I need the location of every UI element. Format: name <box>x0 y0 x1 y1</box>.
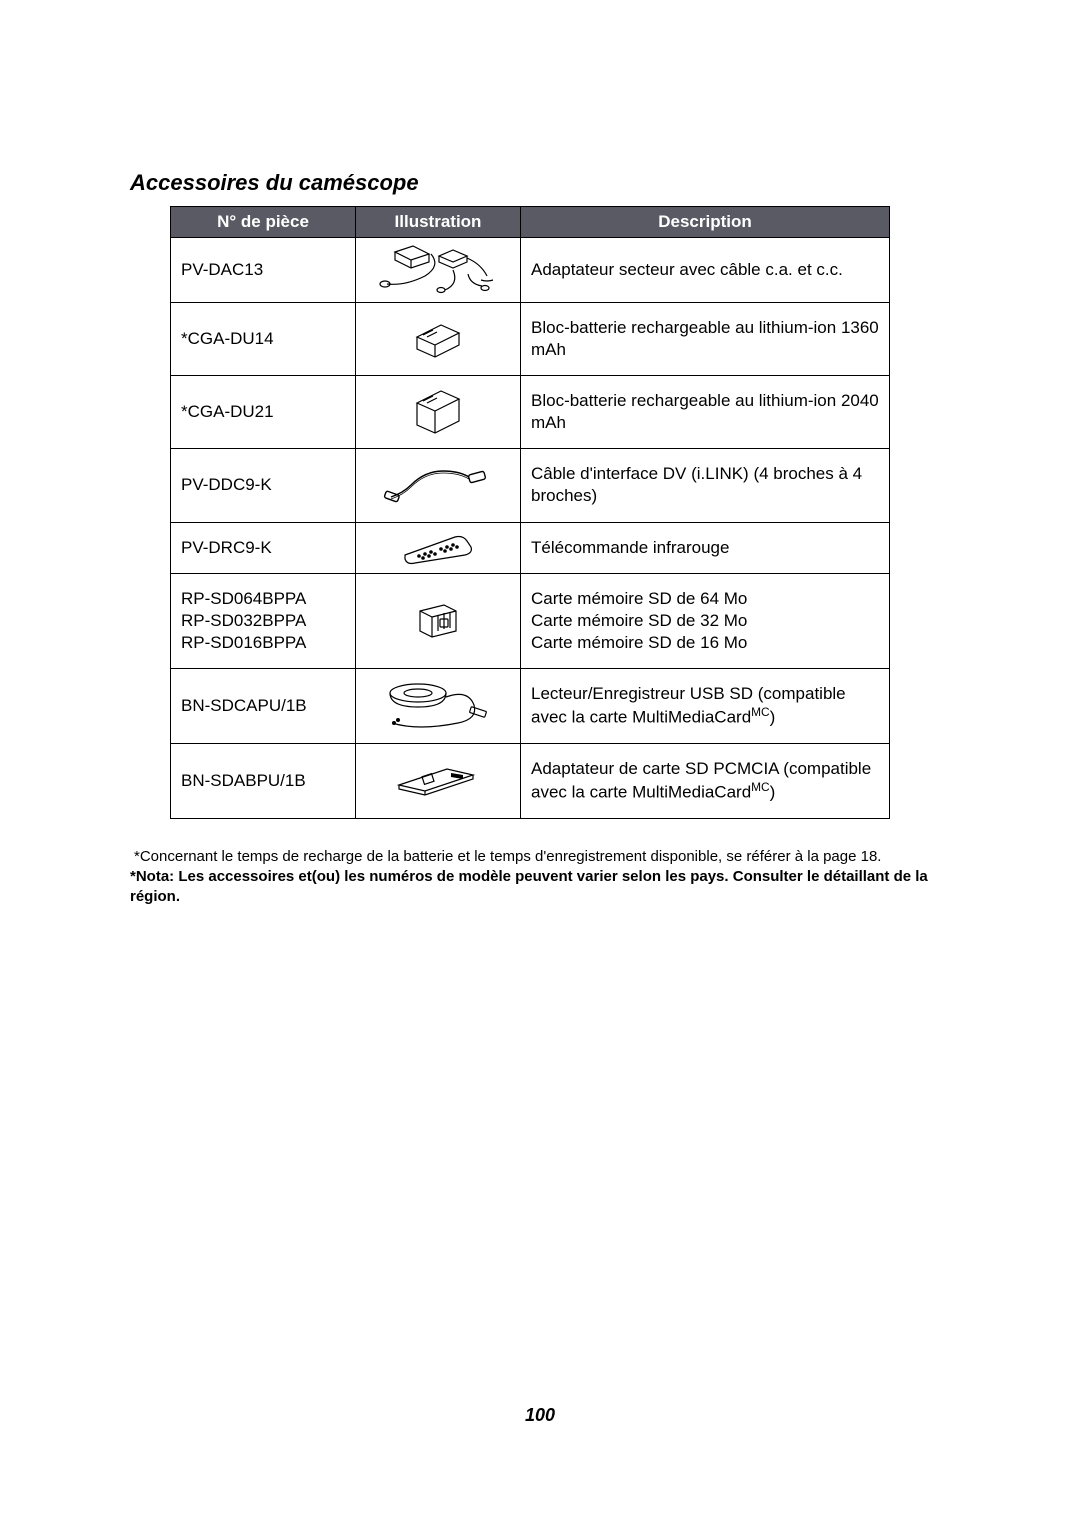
description: Bloc-batterie rechargeable au lithium-io… <box>521 303 890 376</box>
header-part: N° de pièce <box>171 207 356 238</box>
illustration-cell <box>356 449 521 522</box>
table-row: PV-DDC9-K Câble d'interface DV (i.LINK) … <box>171 449 890 522</box>
illustration-cell <box>356 303 521 376</box>
illustration-cell <box>356 522 521 573</box>
header-description: Description <box>521 207 890 238</box>
part-number: *CGA-DU14 <box>171 303 356 376</box>
accessories-table: N° de pièce Illustration Description PV-… <box>170 206 890 819</box>
accessories-table-wrap: N° de pièce Illustration Description PV-… <box>170 206 890 819</box>
page-number: 100 <box>0 1405 1080 1426</box>
part-number: PV-DRC9-K <box>171 522 356 573</box>
illustration-cell <box>356 376 521 449</box>
dv-cable-icon <box>383 465 493 505</box>
part-number: PV-DDC9-K <box>171 449 356 522</box>
illustration-cell <box>356 573 521 668</box>
footnote-recharge: *Concernant le temps de recharge de la b… <box>134 847 950 867</box>
illustration-cell <box>356 238 521 303</box>
part-number: PV-DAC13 <box>171 238 356 303</box>
usb-reader-icon <box>378 679 498 733</box>
part-number: BN-SDCAPU/1B <box>171 668 356 743</box>
description: Carte mémoire SD de 64 MoCarte mémoire S… <box>521 573 890 668</box>
description: Lecteur/Enregistreur USB SD (compatible … <box>521 668 890 743</box>
table-row: BN-SDCAPU/1B <box>171 668 890 743</box>
table-row: *CGA-DU21 Bloc-batterie rechargeable au … <box>171 376 890 449</box>
description: Bloc-batterie rechargeable au lithium-io… <box>521 376 890 449</box>
description: Télécommande infrarouge <box>521 522 890 573</box>
illustration-cell <box>356 743 521 818</box>
table-row: PV-DRC9-K <box>171 522 890 573</box>
description: Adaptateur secteur avec câble c.a. et c.… <box>521 238 890 303</box>
page-title: Accessoires du caméscope <box>130 170 950 196</box>
table-header-row: N° de pièce Illustration Description <box>171 207 890 238</box>
battery-large-icon <box>403 385 473 439</box>
header-illustration: Illustration <box>356 207 521 238</box>
part-number: RP-SD064BPPARP-SD032BPPARP-SD016BPPA <box>171 573 356 668</box>
description: Adaptateur de carte SD PCMCIA (compatibl… <box>521 743 890 818</box>
part-number: *CGA-DU21 <box>171 376 356 449</box>
part-number: BN-SDABPU/1B <box>171 743 356 818</box>
footnote-nota: *Nota: Les accessoires et(ou) les numéro… <box>130 867 950 908</box>
remote-control-icon <box>393 529 483 567</box>
table-row: BN-SDABPU/1B Adaptateur de <box>171 743 890 818</box>
table-row: RP-SD064BPPARP-SD032BPPARP-SD016BPPA <box>171 573 890 668</box>
table-row: PV-DAC13 <box>171 238 890 303</box>
ac-adapter-icon <box>373 242 503 298</box>
sd-card-icon <box>410 601 466 641</box>
table-row: *CGA-DU14 Bloc-batterie rechargeable au … <box>171 303 890 376</box>
pcmcia-adapter-icon <box>393 763 483 799</box>
description: Câble d'interface DV (i.LINK) (4 broches… <box>521 449 890 522</box>
battery-small-icon <box>403 315 473 363</box>
footnotes: *Concernant le temps de recharge de la b… <box>130 847 950 908</box>
illustration-cell <box>356 668 521 743</box>
